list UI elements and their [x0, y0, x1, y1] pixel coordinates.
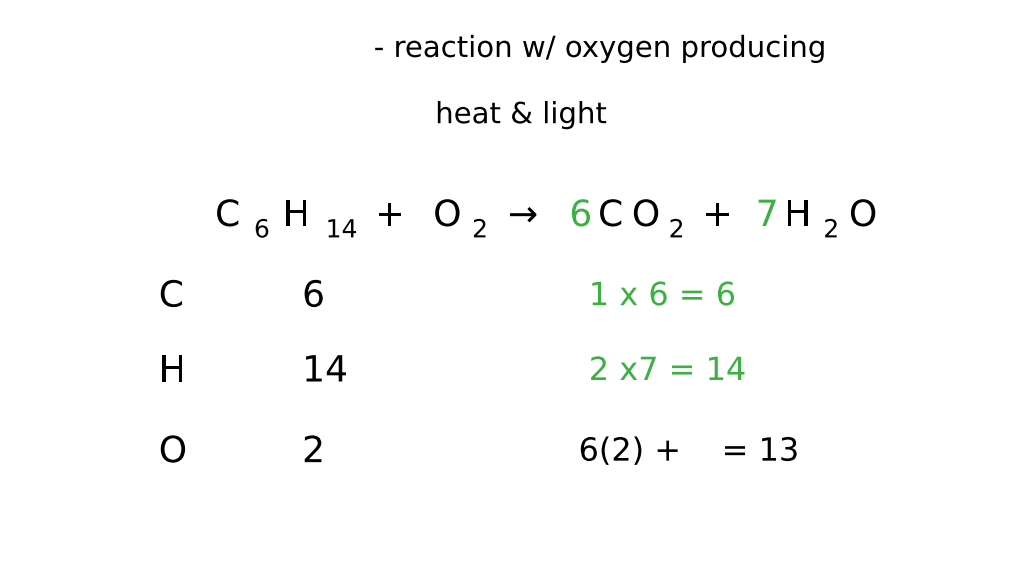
- Text: 6: 6: [302, 279, 325, 314]
- Text: O: O: [849, 199, 878, 233]
- Text: 2: 2: [302, 435, 325, 469]
- Text: 7: 7: [756, 199, 778, 233]
- Text: +: +: [375, 199, 406, 233]
- Text: 1 x 6 = 6: 1 x 6 = 6: [589, 281, 736, 312]
- Text: 14: 14: [302, 354, 348, 389]
- Text: C: C: [215, 199, 241, 233]
- Text: 14: 14: [326, 218, 357, 242]
- Text: - reaction w/ oxygen producing: - reaction w/ oxygen producing: [374, 35, 826, 63]
- Text: O: O: [159, 435, 187, 469]
- Text: +: +: [702, 199, 733, 233]
- Text: 6(2) +    = 13: 6(2) + = 13: [579, 437, 800, 468]
- Text: 6: 6: [569, 199, 592, 233]
- Text: 2 x7 = 14: 2 x7 = 14: [589, 356, 746, 387]
- Text: C: C: [159, 279, 184, 314]
- Text: heat & light: heat & light: [435, 101, 607, 129]
- Text: O: O: [433, 199, 462, 233]
- Text: H: H: [159, 354, 185, 389]
- Text: 2: 2: [823, 218, 840, 242]
- Text: 2: 2: [669, 218, 685, 242]
- Text: H: H: [784, 199, 811, 233]
- Text: 6: 6: [254, 218, 270, 242]
- Text: O: O: [632, 199, 660, 233]
- Text: →: →: [508, 199, 539, 233]
- Text: C: C: [598, 199, 624, 233]
- Text: H: H: [283, 199, 309, 233]
- Text: 2: 2: [472, 218, 488, 242]
